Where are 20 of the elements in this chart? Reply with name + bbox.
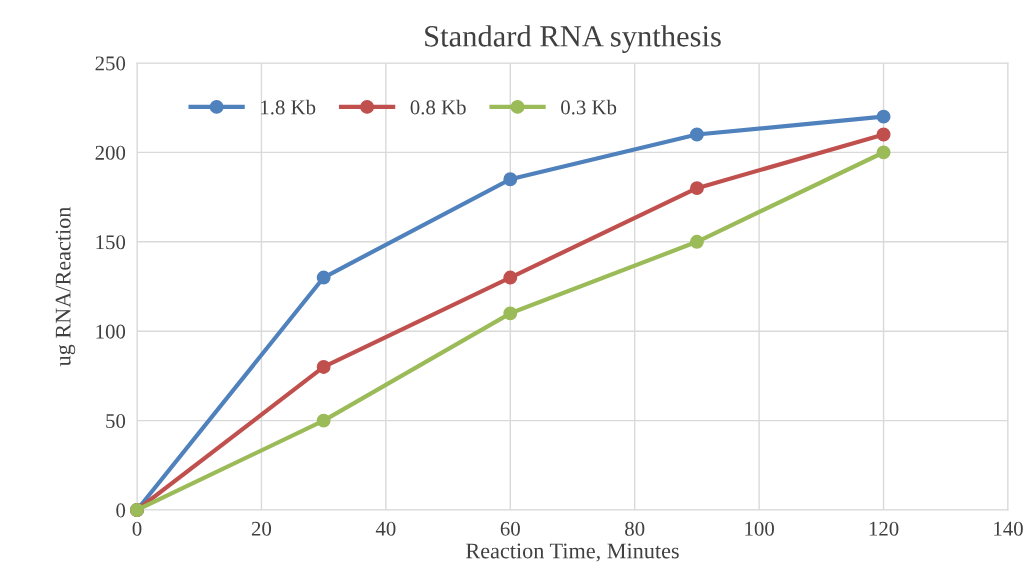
x-tick-label: 100 (745, 521, 774, 536)
legend-label: 0.8 Kb (410, 99, 466, 115)
x-axis-title: Reaction Time, Minutes (466, 543, 679, 562)
y-tick-label: 250 (95, 56, 126, 71)
x-tick-label: 0 (132, 521, 142, 536)
chart-title: Standard RNA synthesis (425, 25, 721, 53)
x-tick-label: 20 (251, 521, 272, 536)
y-tick-label: 0 (116, 503, 126, 518)
legend-label: 0.3 Kb (561, 99, 617, 115)
x-tick-label: 120 (869, 521, 899, 536)
x-tick-label: 80 (625, 521, 645, 536)
x-tick-label: 40 (375, 521, 396, 536)
y-tick-label: 200 (95, 145, 126, 160)
y-tick-label: 100 (96, 324, 126, 339)
x-tick-label: 60 (500, 521, 520, 536)
y-axis-title: ug RNA/Reaction (55, 206, 76, 367)
y-tick-label: 50 (106, 413, 126, 429)
y-tick-label: 150 (96, 235, 126, 250)
x-tick-label: 140 (994, 521, 1023, 536)
legend-label: 1.8 Kb (261, 99, 316, 115)
